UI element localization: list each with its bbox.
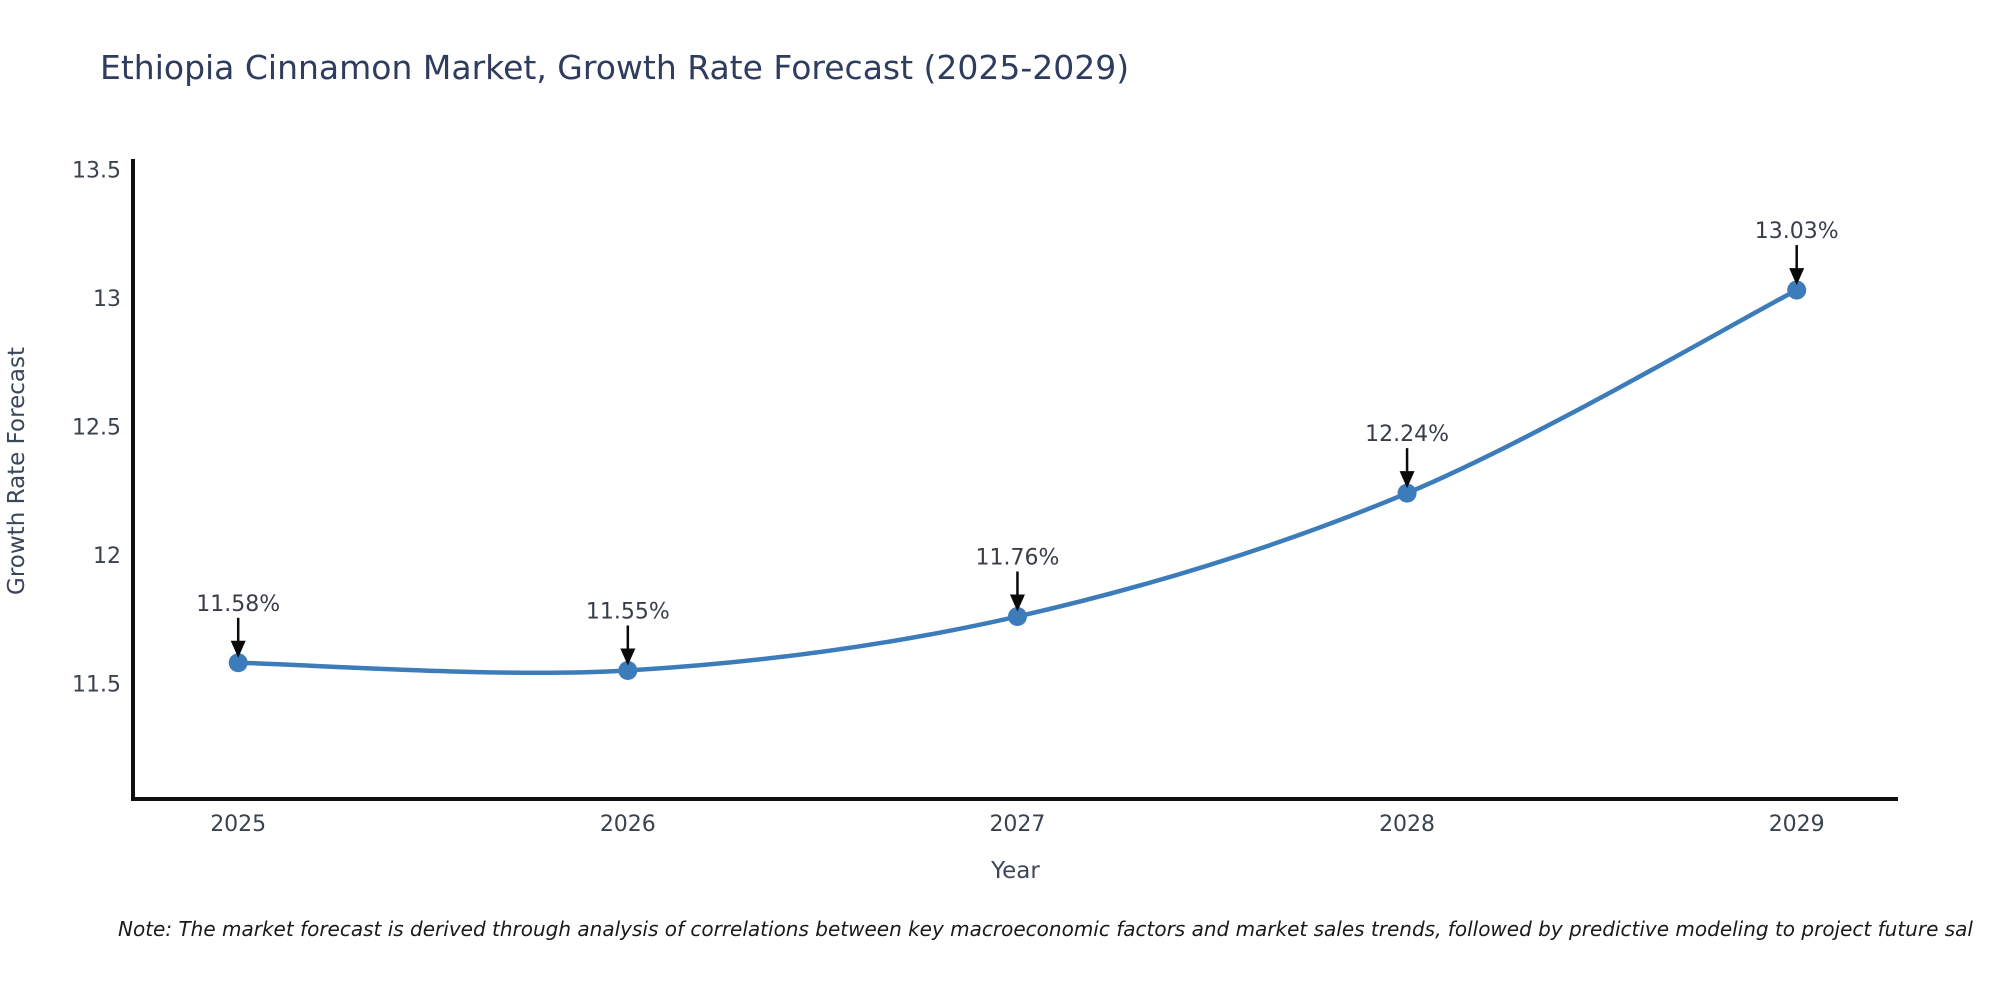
footnote-text: Note: The market forecast is derived thr…	[118, 917, 1973, 941]
data-point-marker	[1007, 607, 1027, 627]
data-point-marker	[1787, 280, 1807, 300]
annotation-label: 11.76%	[976, 546, 1060, 571]
chart-title: Ethiopia Cinnamon Market, Growth Rate Fo…	[100, 48, 1130, 87]
x-axis-title: Year	[991, 858, 1040, 884]
y-axis-title-text: Growth Rate Forecast	[4, 347, 30, 595]
x-tick-label: 2029	[1769, 812, 1825, 837]
x-tick-label: 2026	[600, 812, 656, 837]
annotation-arrowhead	[1399, 471, 1415, 489]
annotation-arrowhead	[620, 648, 636, 666]
y-tick-label: 13.5	[72, 158, 121, 183]
y-tick-label: 11.5	[72, 672, 121, 697]
annotation-label: 11.58%	[196, 592, 280, 617]
annotation-label: 13.03%	[1755, 219, 1839, 244]
annotation-arrowhead	[1789, 268, 1805, 286]
data-point-marker	[1397, 483, 1417, 503]
annotation-label: 12.24%	[1365, 422, 1449, 447]
x-tick-label: 2028	[1379, 812, 1435, 837]
data-point-marker	[618, 660, 638, 680]
annotation-arrowhead	[230, 640, 246, 658]
annotation-arrowhead	[1009, 594, 1025, 612]
y-tick-label: 13	[93, 287, 121, 312]
y-tick-label: 12.5	[72, 415, 121, 440]
annotation-label: 11.55%	[586, 599, 670, 624]
y-tick-label: 12	[93, 544, 121, 569]
x-tick-label: 2027	[989, 812, 1045, 837]
data-point-marker	[228, 653, 248, 673]
x-tick-label: 2025	[210, 812, 266, 837]
